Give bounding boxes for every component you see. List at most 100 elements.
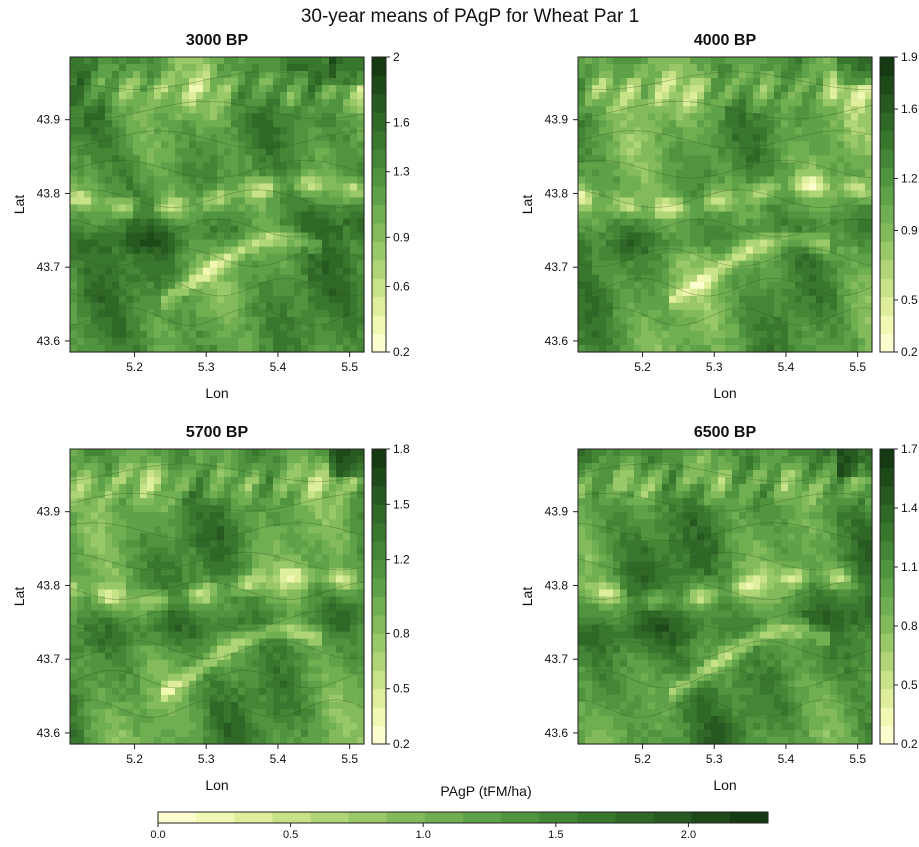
heatmap-cell — [350, 113, 358, 121]
heatmap-cell — [147, 253, 155, 262]
heatmap-cell — [217, 253, 225, 262]
heatmap-cell — [711, 323, 719, 332]
heatmap-cell — [238, 302, 246, 311]
heatmap-cell — [315, 645, 323, 654]
heatmap-cell — [746, 267, 754, 276]
heatmap-cell — [119, 218, 127, 227]
heatmap-cell — [182, 330, 190, 339]
heatmap-cell — [231, 309, 239, 318]
heatmap-cell — [280, 246, 288, 255]
heatmap-cell — [634, 176, 642, 185]
heatmap-cell — [676, 267, 684, 276]
heatmap-cell — [224, 106, 232, 114]
heatmap-cell — [844, 162, 852, 170]
heatmap-cell — [231, 547, 239, 555]
heatmap-cell — [357, 540, 365, 548]
heatmap-cell — [795, 155, 803, 163]
heatmap-cell — [788, 197, 796, 206]
heatmap-cell — [711, 148, 719, 156]
heatmap-cell — [140, 484, 148, 492]
heatmap-cell — [606, 57, 614, 65]
heatmap-cell — [133, 323, 141, 332]
heatmap-cell — [154, 57, 162, 65]
heatmap-cell — [753, 204, 761, 213]
heatmap-cell — [77, 106, 85, 114]
heatmap-cell — [648, 323, 656, 332]
heatmap-cell — [795, 239, 803, 248]
heatmap-cell — [774, 288, 782, 297]
heatmap-cell — [133, 512, 141, 520]
heatmap-cell — [336, 554, 344, 562]
heatmap-cell — [760, 253, 768, 262]
heatmap-cell — [823, 253, 831, 262]
heatmap-cell — [711, 274, 719, 283]
heatmap-cell — [77, 295, 85, 304]
heatmap-cell — [301, 344, 309, 353]
heatmap-cell — [746, 337, 754, 346]
heatmap-cell — [718, 85, 726, 93]
heatmap-cell — [210, 260, 218, 269]
heatmap-cell — [301, 211, 309, 220]
heatmap-cell — [217, 505, 225, 513]
colorbar-swatch — [372, 130, 386, 150]
heatmap-cell — [725, 85, 733, 93]
heatmap-cell — [315, 526, 323, 534]
heatmap-cell — [648, 57, 656, 65]
heatmap-cell — [294, 169, 302, 177]
heatmap-cell — [189, 484, 197, 492]
heatmap-cell — [252, 540, 260, 548]
heatmap-cell — [231, 596, 239, 605]
heatmap-cell — [851, 169, 859, 177]
heatmap-cell — [217, 78, 225, 86]
heatmap-cell — [266, 239, 274, 248]
heatmap-cell — [259, 246, 267, 255]
heatmap-cell — [91, 267, 99, 276]
heatmap-cell — [84, 204, 92, 213]
heatmap-cell — [690, 113, 698, 121]
heatmap-cell — [858, 162, 866, 170]
heatmap-cell — [809, 344, 817, 353]
heatmap-cell — [105, 127, 113, 135]
heatmap-cell — [739, 232, 747, 241]
heatmap-cell — [322, 512, 330, 520]
heatmap-cell — [133, 281, 141, 290]
heatmap-cell — [161, 484, 169, 492]
heatmap-cell — [690, 99, 698, 107]
heatmap-cell — [641, 232, 649, 241]
heatmap-cell — [154, 281, 162, 290]
heatmap-cell — [746, 246, 754, 255]
heatmap-cell — [343, 582, 351, 591]
heatmap-cell — [669, 78, 677, 86]
heatmap-cell — [140, 582, 148, 591]
heatmap-cell — [830, 134, 838, 142]
heatmap-cell — [585, 155, 593, 163]
heatmap-cell — [809, 288, 817, 297]
heatmap-cell — [606, 99, 614, 107]
heatmap-cell — [315, 463, 323, 471]
heatmap-cell — [343, 652, 351, 661]
heatmap-cell — [189, 575, 197, 584]
heatmap-cell — [711, 253, 719, 262]
heatmap-cell — [662, 309, 670, 318]
heatmap-cell — [119, 582, 127, 591]
heatmap-cell — [280, 449, 288, 457]
heatmap-cell — [259, 603, 267, 612]
y-axis-label: Lat — [11, 195, 27, 215]
heatmap-cell — [613, 120, 621, 128]
heatmap-cell — [147, 484, 155, 492]
heatmap-cell — [592, 204, 600, 213]
heatmap-cell — [105, 57, 113, 65]
heatmap-cell — [203, 554, 211, 562]
heatmap-cell — [196, 540, 204, 548]
heatmap-cell — [329, 288, 337, 297]
heatmap-cell — [301, 71, 309, 79]
heatmap-cell — [133, 78, 141, 86]
heatmap-cell — [851, 344, 859, 353]
heatmap-cell — [161, 582, 169, 591]
heatmap-cell — [245, 302, 253, 311]
heatmap-cell — [697, 127, 705, 135]
heatmap-cell — [112, 274, 120, 283]
heatmap-cell — [119, 239, 127, 248]
heatmap-cell — [168, 603, 176, 612]
heatmap-cell — [322, 253, 330, 262]
